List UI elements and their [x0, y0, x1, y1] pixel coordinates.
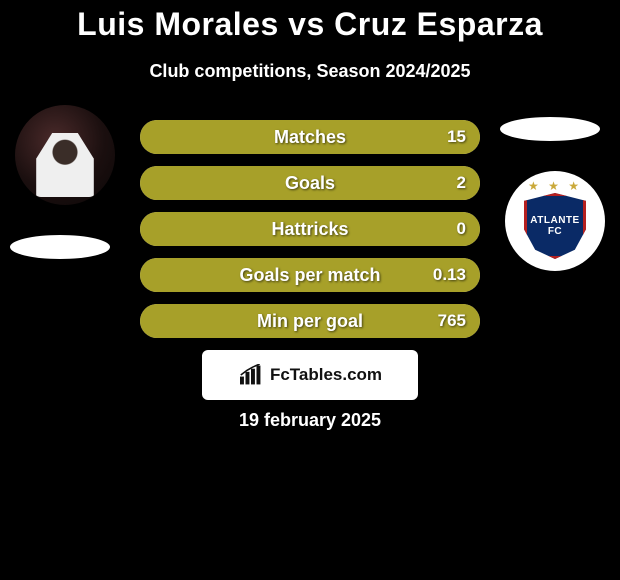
- bar-label: Goals per match: [140, 258, 480, 292]
- right-player-column: ★ ★ ★ ATLANTE FC: [500, 105, 610, 281]
- left-player-club-placeholder: [10, 235, 110, 259]
- bar-label: Hattricks: [140, 212, 480, 246]
- stat-row: Matches 15: [140, 120, 480, 154]
- bar-value: 2: [457, 166, 466, 200]
- bar-label: Matches: [140, 120, 480, 154]
- page-subtitle: Club competitions, Season 2024/2025: [0, 61, 620, 82]
- footer-site-text: FcTables.com: [270, 365, 382, 385]
- stat-row: Goals per match 0.13: [140, 258, 480, 292]
- bar-value: 765: [438, 304, 466, 338]
- club-sub: FC: [548, 226, 562, 237]
- stat-row: Hattricks 0: [140, 212, 480, 246]
- bars-logo-icon: [238, 364, 264, 386]
- right-player-club-badge: ★ ★ ★ ATLANTE FC: [505, 171, 605, 271]
- club-name: ATLANTE: [530, 215, 579, 226]
- bar-value: 15: [447, 120, 466, 154]
- right-player-photo-placeholder: [500, 117, 600, 141]
- club-stars-icon: ★ ★ ★: [505, 179, 605, 193]
- left-player-photo: [15, 105, 115, 205]
- left-player-column: [10, 105, 120, 259]
- stat-row: Goals 2: [140, 166, 480, 200]
- bar-value: 0.13: [433, 258, 466, 292]
- footer-site-badge[interactable]: FcTables.com: [202, 350, 418, 400]
- bar-label: Min per goal: [140, 304, 480, 338]
- stat-row: Min per goal 765: [140, 304, 480, 338]
- page-title: Luis Morales vs Cruz Esparza: [0, 0, 620, 43]
- bar-value: 0: [457, 212, 466, 246]
- bar-label: Goals: [140, 166, 480, 200]
- footer-date: 19 february 2025: [0, 410, 620, 431]
- stat-bars: Matches 15 Goals 2 Hattricks 0 Goals per…: [140, 120, 480, 350]
- club-shield-icon: ATLANTE FC: [524, 193, 586, 259]
